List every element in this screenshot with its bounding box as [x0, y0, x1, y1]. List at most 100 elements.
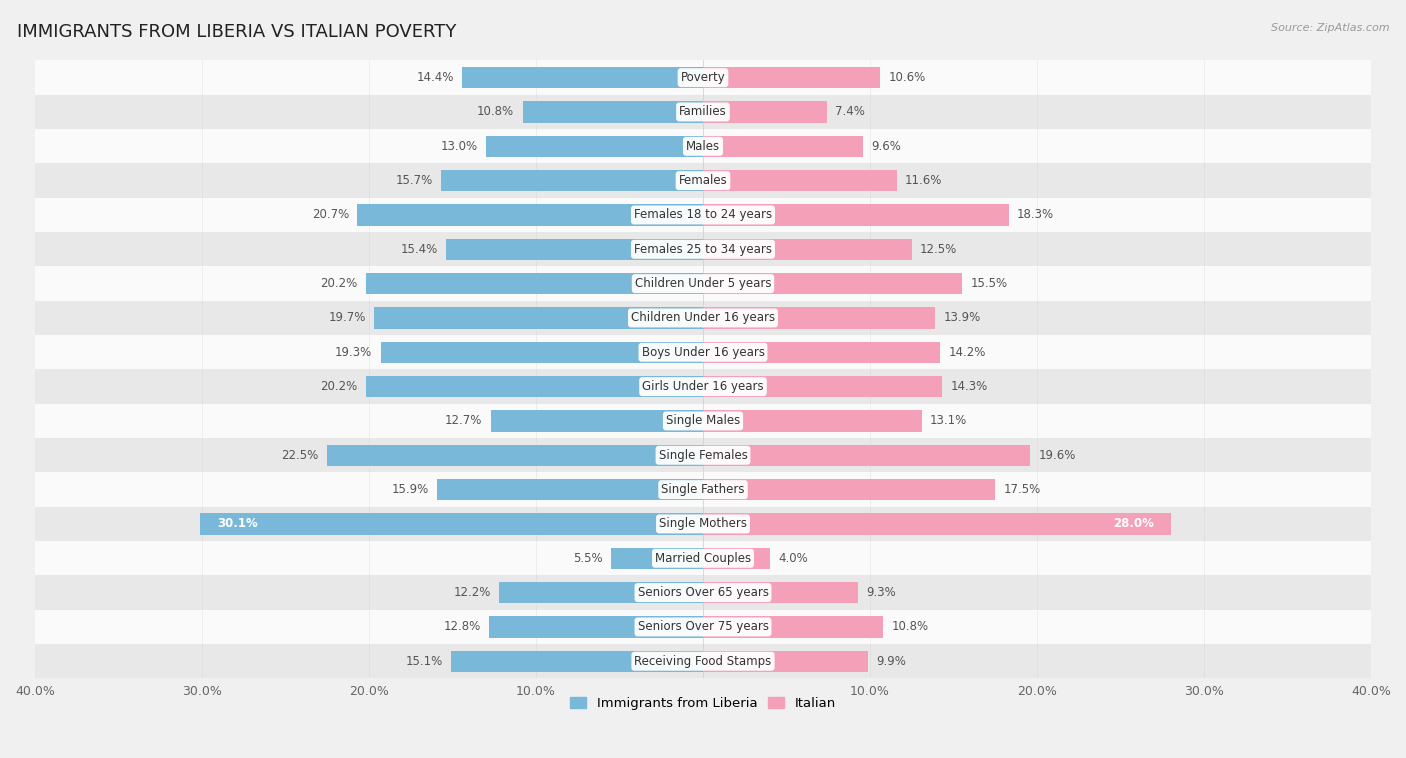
Text: 30.1%: 30.1% — [217, 518, 257, 531]
Bar — [381, 342, 703, 363]
Bar — [703, 67, 880, 88]
Text: 12.7%: 12.7% — [446, 415, 482, 428]
Text: 10.8%: 10.8% — [477, 105, 515, 118]
Text: Seniors Over 75 years: Seniors Over 75 years — [637, 621, 769, 634]
Bar — [703, 650, 869, 672]
Text: IMMIGRANTS FROM LIBERIA VS ITALIAN POVERTY: IMMIGRANTS FROM LIBERIA VS ITALIAN POVER… — [17, 23, 456, 41]
Text: 20.2%: 20.2% — [321, 380, 357, 393]
Text: Males: Males — [686, 139, 720, 153]
Text: Single Mothers: Single Mothers — [659, 518, 747, 531]
Text: 13.1%: 13.1% — [931, 415, 967, 428]
Bar — [35, 61, 1371, 95]
Text: 15.1%: 15.1% — [405, 655, 443, 668]
Bar — [35, 335, 1371, 369]
Text: 4.0%: 4.0% — [778, 552, 808, 565]
Text: 15.9%: 15.9% — [392, 483, 429, 496]
Bar — [703, 582, 858, 603]
Text: 15.7%: 15.7% — [395, 174, 433, 187]
Text: Seniors Over 65 years: Seniors Over 65 years — [637, 586, 769, 599]
Text: 28.0%: 28.0% — [1114, 518, 1154, 531]
Bar — [523, 102, 703, 123]
Text: 10.6%: 10.6% — [889, 71, 925, 84]
Bar — [703, 547, 770, 569]
Bar — [703, 136, 863, 157]
Text: Females 25 to 34 years: Females 25 to 34 years — [634, 243, 772, 255]
Text: 14.4%: 14.4% — [416, 71, 454, 84]
Legend: Immigrants from Liberia, Italian: Immigrants from Liberia, Italian — [565, 691, 841, 715]
Bar — [703, 513, 1171, 534]
Bar — [703, 616, 883, 637]
Bar — [35, 575, 1371, 609]
Bar — [703, 239, 911, 260]
Text: 13.9%: 13.9% — [943, 312, 981, 324]
Text: 19.6%: 19.6% — [1039, 449, 1076, 462]
Text: Single Females: Single Females — [658, 449, 748, 462]
Text: 15.5%: 15.5% — [970, 277, 1007, 290]
Bar — [35, 644, 1371, 678]
Text: 14.3%: 14.3% — [950, 380, 987, 393]
Bar — [703, 376, 942, 397]
Text: 22.5%: 22.5% — [281, 449, 319, 462]
Bar — [35, 609, 1371, 644]
Text: 11.6%: 11.6% — [905, 174, 942, 187]
Bar — [499, 582, 703, 603]
Bar — [703, 342, 941, 363]
Bar — [35, 301, 1371, 335]
Text: Families: Families — [679, 105, 727, 118]
Bar — [35, 164, 1371, 198]
Bar — [35, 472, 1371, 507]
Text: 9.9%: 9.9% — [877, 655, 907, 668]
Bar — [35, 232, 1371, 267]
Bar — [486, 136, 703, 157]
Text: 9.6%: 9.6% — [872, 139, 901, 153]
Bar — [489, 616, 703, 637]
Text: 20.7%: 20.7% — [312, 208, 349, 221]
Bar — [703, 410, 922, 431]
Bar — [491, 410, 703, 431]
Text: Children Under 16 years: Children Under 16 years — [631, 312, 775, 324]
Text: 19.3%: 19.3% — [335, 346, 373, 359]
Bar — [200, 513, 703, 534]
Text: 5.5%: 5.5% — [574, 552, 603, 565]
Text: 12.2%: 12.2% — [454, 586, 491, 599]
Text: 17.5%: 17.5% — [1004, 483, 1040, 496]
Text: 15.4%: 15.4% — [401, 243, 437, 255]
Bar — [35, 95, 1371, 129]
Bar — [35, 267, 1371, 301]
Bar — [357, 205, 703, 226]
Text: 12.8%: 12.8% — [444, 621, 481, 634]
Bar — [35, 369, 1371, 404]
Bar — [463, 67, 703, 88]
Bar — [703, 102, 827, 123]
Text: Poverty: Poverty — [681, 71, 725, 84]
Bar — [703, 445, 1031, 466]
Bar — [703, 273, 962, 294]
Bar — [437, 479, 703, 500]
Bar — [35, 438, 1371, 472]
Bar — [35, 541, 1371, 575]
Text: 12.5%: 12.5% — [920, 243, 957, 255]
Bar — [703, 205, 1008, 226]
Text: Females 18 to 24 years: Females 18 to 24 years — [634, 208, 772, 221]
Bar — [451, 650, 703, 672]
Text: Single Males: Single Males — [666, 415, 740, 428]
Text: 14.2%: 14.2% — [949, 346, 986, 359]
Text: Single Fathers: Single Fathers — [661, 483, 745, 496]
Text: 9.3%: 9.3% — [866, 586, 897, 599]
Bar — [446, 239, 703, 260]
Bar — [35, 129, 1371, 164]
Text: Source: ZipAtlas.com: Source: ZipAtlas.com — [1271, 23, 1389, 33]
Text: Girls Under 16 years: Girls Under 16 years — [643, 380, 763, 393]
Bar — [366, 273, 703, 294]
Text: 20.2%: 20.2% — [321, 277, 357, 290]
Bar — [328, 445, 703, 466]
Bar — [35, 198, 1371, 232]
Bar — [703, 170, 897, 191]
Bar — [374, 307, 703, 329]
Text: Boys Under 16 years: Boys Under 16 years — [641, 346, 765, 359]
Text: 13.0%: 13.0% — [440, 139, 478, 153]
Bar — [366, 376, 703, 397]
Text: Children Under 5 years: Children Under 5 years — [634, 277, 772, 290]
Bar — [612, 547, 703, 569]
Text: Females: Females — [679, 174, 727, 187]
